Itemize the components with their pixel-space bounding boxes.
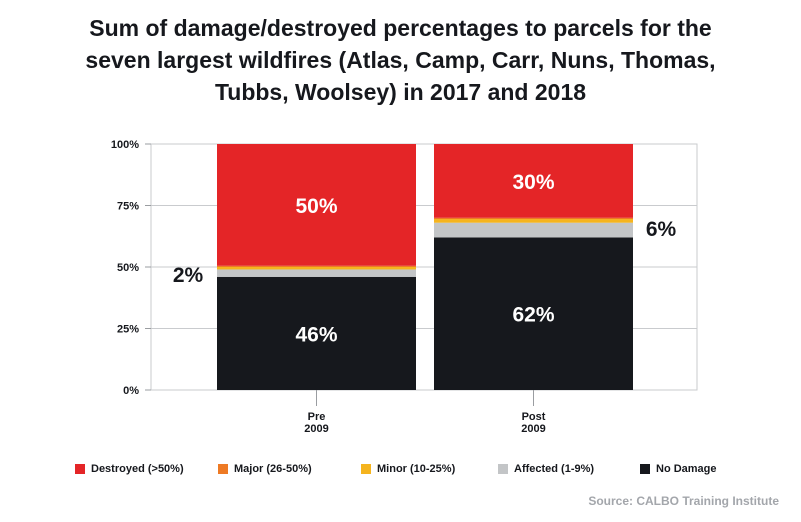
- annotation-label: 6%: [646, 218, 677, 241]
- data-label: 62%: [512, 304, 554, 327]
- chart-title-line-2: seven largest wildfires (Atlas, Camp, Ca…: [85, 47, 716, 73]
- y-tick-label: 50%: [117, 262, 139, 274]
- y-tick-label: 0%: [123, 385, 139, 397]
- y-tick-label: 100%: [111, 139, 139, 151]
- legend-swatch: [498, 464, 508, 474]
- x-tick-label: 2009: [304, 423, 328, 435]
- legend-item: Minor (10-25%): [361, 463, 455, 475]
- chart-title-line-3: Tubbs, Woolsey) in 2017 and 2018: [214, 79, 587, 105]
- bar-segment: [217, 269, 416, 277]
- bar-segment: [434, 217, 633, 220]
- legend-swatch: [361, 464, 371, 474]
- source-note: Source: CALBO Training Institute: [588, 494, 779, 508]
- y-tick-label: 25%: [117, 324, 139, 336]
- legend-item: Major (26-50%): [218, 463, 312, 475]
- y-tick-label: 75%: [117, 201, 139, 213]
- bar-segment: [434, 222, 633, 238]
- legend-item: No Damage: [640, 463, 717, 475]
- legend-swatch: [218, 464, 228, 474]
- legend-swatch: [640, 464, 650, 474]
- bar-segment: [217, 265, 416, 267]
- legend-label: No Damage: [656, 463, 717, 475]
- bar-segment: [434, 144, 633, 218]
- legend-item: Affected (1-9%): [498, 463, 594, 475]
- bar-segment: [217, 144, 416, 266]
- chart-title: Sum of damage/destroyed percentages to p…: [0, 12, 801, 108]
- chart-title-line-1: Sum of damage/destroyed percentages to p…: [89, 15, 712, 41]
- data-label: 50%: [295, 195, 337, 218]
- bar-segment: [217, 267, 416, 270]
- bar-segment: [217, 276, 416, 390]
- chart-legend: Destroyed (>50%) Major (26-50%) Minor (10-…: [0, 463, 801, 483]
- bar-segment: [434, 219, 633, 223]
- data-label: 30%: [512, 171, 554, 194]
- x-tick-label: 2009: [521, 423, 545, 435]
- data-label: 46%: [295, 323, 337, 346]
- legend-item: Destroyed (>50%): [75, 463, 184, 475]
- legend-label: Destroyed (>50%): [91, 463, 184, 475]
- legend-label: Minor (10-25%): [377, 463, 456, 475]
- bar-segment: [434, 237, 633, 390]
- legend-swatch: [75, 464, 85, 474]
- x-tick-label: Pre: [308, 411, 326, 423]
- legend-label: Major (26-50%): [234, 463, 312, 475]
- legend-label: Affected (1-9%): [514, 463, 595, 475]
- x-tick-label: Post: [522, 411, 546, 423]
- annotation-label: 2%: [173, 264, 204, 287]
